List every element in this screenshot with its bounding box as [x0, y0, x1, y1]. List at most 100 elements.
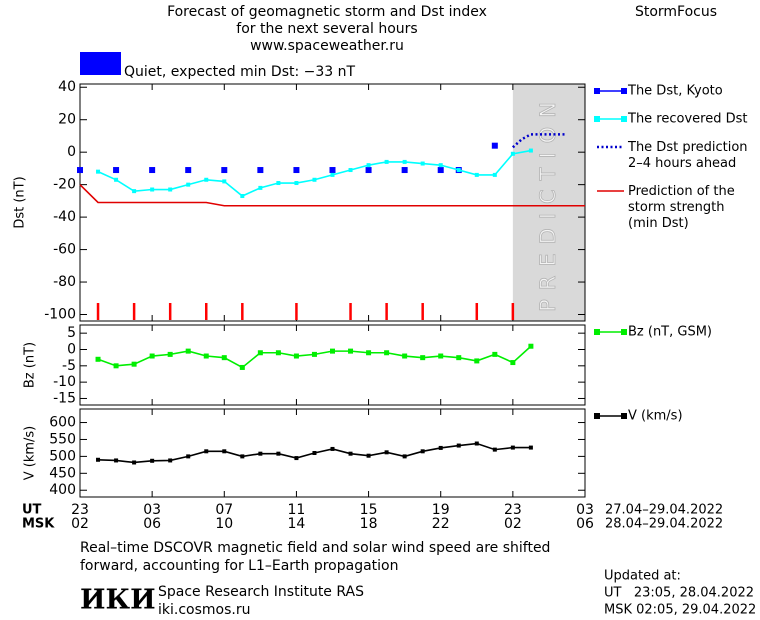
data-point	[329, 167, 336, 174]
data-point	[420, 355, 426, 361]
data-point	[221, 167, 228, 174]
updated-msk: MSK 02:05, 29.04.2022	[604, 603, 756, 618]
data-point	[402, 353, 408, 359]
y-tick-label: -80	[53, 274, 76, 290]
updated-label: Updated at:	[604, 569, 681, 584]
y-tick-label: 500	[49, 448, 76, 464]
data-point	[456, 443, 461, 448]
y-tick-label: -20	[53, 177, 76, 193]
data-point	[312, 177, 317, 182]
data-point	[312, 451, 317, 455]
data-point	[474, 441, 479, 446]
y-tick-label: 0	[67, 341, 76, 357]
legend-label: Bz (nT, GSM)	[628, 325, 712, 340]
data-point	[438, 445, 443, 450]
legend-label: The Dst prediction 2–4 hours ahead	[627, 140, 748, 171]
x-tick-label: 23	[504, 502, 522, 518]
x-tick-label: 18	[360, 516, 378, 532]
data-point	[311, 351, 317, 357]
data-point	[330, 348, 335, 354]
plot-frame	[79, 408, 586, 498]
data-point	[257, 350, 263, 356]
data-point	[185, 167, 192, 174]
data-point	[510, 360, 516, 366]
x-tick-label: 15	[360, 502, 378, 518]
data-point	[150, 187, 155, 192]
y-axis-label: Dst (nT)	[13, 176, 28, 228]
series-line	[79, 184, 585, 207]
title-line: Forecast of geomagnetic storm and Dst in…	[167, 4, 487, 20]
data-point	[258, 185, 263, 190]
x-tick-label: 07	[215, 502, 233, 518]
x-tick-label: 06	[143, 516, 161, 532]
legend-label: Prediction of the storm strength (min Dst)	[628, 184, 735, 231]
y-tick-label: -100	[44, 307, 76, 323]
data-point	[186, 182, 191, 187]
data-point	[149, 167, 156, 174]
updated-ut: UT 23:05, 28.04.2022	[604, 586, 754, 601]
data-point	[276, 451, 281, 456]
y-axis-label: V (km/s)	[23, 426, 38, 481]
data-point	[348, 168, 353, 173]
data-point	[365, 167, 372, 174]
data-point	[294, 456, 299, 461]
data-point	[384, 159, 389, 164]
y-tick-label: 0	[67, 144, 76, 160]
x-tick-label: 10	[215, 516, 233, 532]
data-point	[96, 169, 101, 174]
y-tick-label: -10	[53, 374, 76, 390]
data-point	[114, 177, 119, 182]
data-point	[77, 167, 83, 174]
institute: Space Research Institute RAS	[158, 584, 364, 600]
x-tick-label: 06	[576, 516, 594, 532]
series-line	[512, 133, 566, 149]
legend-marker	[594, 413, 600, 419]
data-point	[330, 446, 335, 451]
text-line: (min Dst)	[628, 216, 689, 231]
brand: StormFocus	[635, 4, 717, 20]
data-point	[240, 194, 245, 199]
data-point	[167, 351, 173, 357]
data-point	[131, 361, 137, 367]
data-point	[366, 163, 371, 168]
legend-marker	[621, 88, 627, 94]
legend-marker	[621, 413, 627, 419]
data-point	[474, 172, 479, 177]
x-tick-label: 14	[288, 516, 306, 532]
data-point	[348, 348, 354, 354]
data-point	[204, 177, 209, 182]
series-line	[97, 149, 532, 197]
data-point	[95, 356, 101, 362]
legend-marker	[594, 329, 600, 335]
data-point	[293, 167, 300, 174]
data-point	[113, 363, 119, 369]
y-tick-label: 600	[49, 415, 76, 431]
prediction-zone	[512, 84, 585, 321]
status-swatch	[80, 52, 121, 75]
data-point	[348, 451, 353, 456]
data-point	[240, 454, 245, 459]
data-point	[437, 167, 444, 174]
y-tick-label: 5	[67, 325, 76, 341]
y-tick-label: -15	[53, 390, 76, 406]
y-tick-label: -5	[62, 358, 76, 374]
text-line: storm strength	[628, 200, 725, 215]
data-point	[257, 167, 264, 174]
data-point	[510, 151, 515, 156]
data-point	[294, 181, 299, 186]
data-point	[149, 353, 155, 359]
legend-marker	[594, 88, 600, 94]
legend-marker	[594, 116, 600, 122]
data-point	[132, 460, 137, 465]
title-line: www.spaceweather.ru	[250, 38, 404, 54]
data-point	[258, 451, 263, 456]
prediction-label: PREDICTION	[536, 93, 560, 312]
data-point	[438, 163, 443, 168]
x-row-dates: 27.04–29.04.2022	[605, 503, 723, 518]
data-point	[402, 159, 407, 164]
data-point	[185, 348, 191, 354]
legend-label: V (km/s)	[628, 409, 683, 424]
data-point	[204, 449, 209, 454]
